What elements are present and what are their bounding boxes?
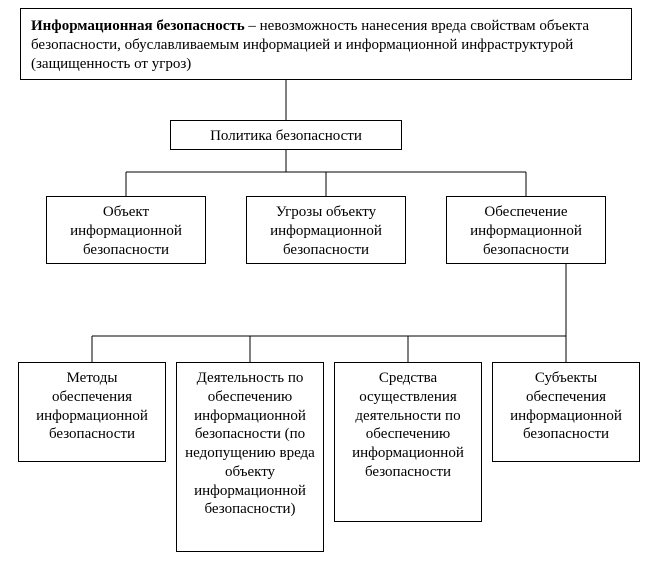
node-threats: Угрозы объекту информационной безопаснос… [246,196,406,264]
node-means-label: Средства осуществления деятельности по о… [343,369,473,482]
node-activity: Деятельность по обеспечению информационн… [176,362,324,552]
node-methods: Методы обеспечения информационной безопа… [18,362,166,462]
node-provision-label: Обеспечение информационной безопасности [455,203,597,259]
node-root: Информационная безопасность – невозможно… [20,8,632,80]
node-object-label: Объект информационной безопасности [55,203,197,259]
diagram-canvas: Информационная безопасность – невозможно… [0,0,652,564]
node-policy-label: Политика безопасности [210,127,362,146]
node-subjects: Субъекты обеспечения информационной безо… [492,362,640,462]
node-activity-label: Деятельность по обеспечению информационн… [185,369,315,519]
node-subjects-label: Субъекты обеспечения информационной безо… [501,369,631,444]
node-provision: Обеспечение информационной безопасности [446,196,606,264]
node-policy: Политика безопасности [170,120,402,150]
node-means: Средства осуществления деятельности по о… [334,362,482,522]
node-root-title: Информационная безопасность [31,18,245,34]
node-object: Объект информационной безопасности [46,196,206,264]
node-root-text: Информационная безопасность – невозможно… [31,17,621,73]
node-methods-label: Методы обеспечения информационной безопа… [27,369,157,444]
connector-layer [0,0,652,564]
node-threats-label: Угрозы объекту информационной безопаснос… [255,203,397,259]
